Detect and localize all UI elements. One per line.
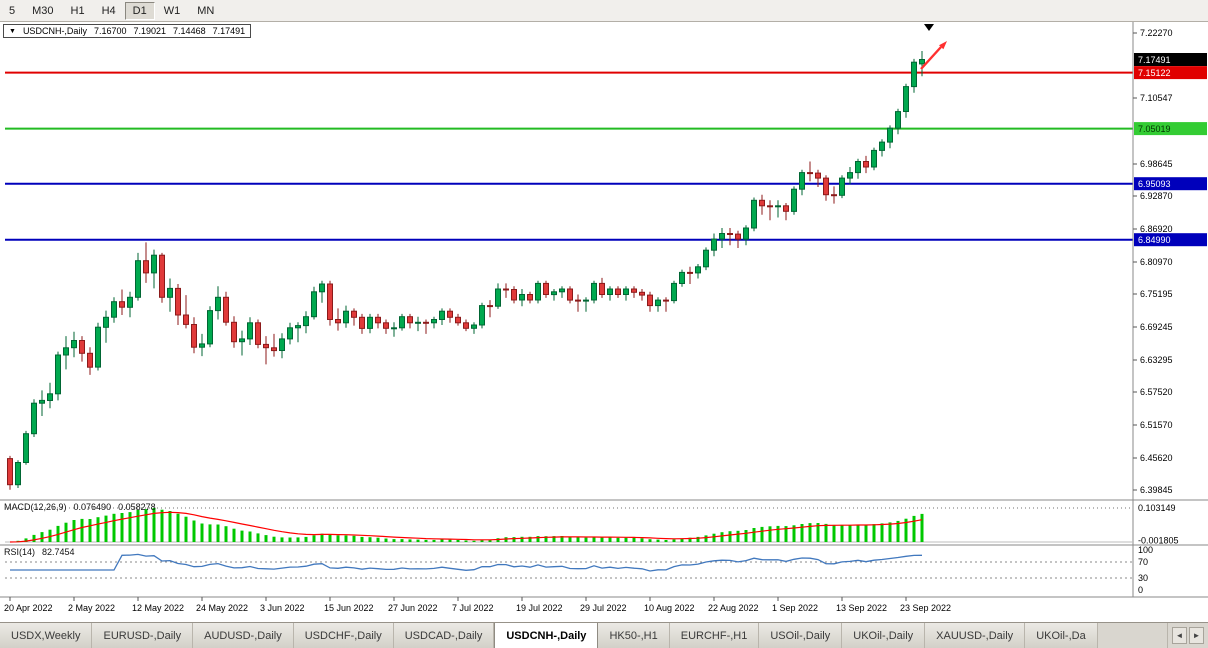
svg-text:6.75195: 6.75195 (1140, 289, 1173, 299)
svg-text:0.103149: 0.103149 (1138, 503, 1176, 513)
tab-eurchf-h1[interactable]: EURCHF-,H1 (669, 623, 760, 648)
svg-text:100: 100 (1138, 545, 1153, 555)
chart-holder[interactable]: 7.22270 7.10547 6.98645 6.92870 6.86920 6.809… (0, 22, 1208, 622)
tab-usoil-daily[interactable]: USOil-,Daily (759, 623, 843, 648)
svg-text:22 Aug 2022: 22 Aug 2022 (708, 603, 759, 613)
svg-text:29 Jul 2022: 29 Jul 2022 (580, 603, 627, 613)
macd-panel[interactable]: 0.103149 -0.001805 (5, 503, 1179, 546)
macd-label: MACD(12,26,9) 0.076490 0.058278 (4, 502, 156, 512)
trend-arrow-head (939, 41, 947, 50)
chart-canvas[interactable]: 7.22270 7.10547 6.98645 6.92870 6.86920 6.809… (0, 22, 1208, 622)
panel-separators (0, 22, 1208, 598)
chart-area: 7.22270 7.10547 6.98645 6.92870 6.86920 6.809… (0, 22, 1208, 622)
svg-text:6.84990: 6.84990 (1138, 235, 1171, 245)
svg-text:24 May 2022: 24 May 2022 (196, 603, 248, 613)
tab-usdchf-daily[interactable]: USDCHF-,Daily (293, 623, 394, 648)
svg-text:6.98645: 6.98645 (1140, 159, 1173, 169)
tab-usdcnh-daily[interactable]: USDCNH-,Daily (494, 623, 599, 648)
svg-text:20 Apr 2022: 20 Apr 2022 (4, 603, 53, 613)
tab-hk50-h1[interactable]: HK50-,H1 (598, 623, 670, 648)
svg-text:10 Aug 2022: 10 Aug 2022 (644, 603, 695, 613)
svg-text:23 Sep 2022: 23 Sep 2022 (900, 603, 951, 613)
svg-text:7.05019: 7.05019 (1138, 124, 1171, 134)
timeframe-m30[interactable]: M30 (32, 4, 54, 17)
rsi-panel[interactable]: 100 70 30 0 (5, 545, 1153, 595)
svg-text:6.69245: 6.69245 (1140, 322, 1173, 332)
svg-text:7.22270: 7.22270 (1140, 28, 1173, 38)
timeframe-5[interactable]: 5 (9, 4, 16, 17)
timeframe-h1[interactable]: H1 (70, 4, 85, 17)
tab-scroll-right-icon[interactable]: ► (1189, 627, 1204, 644)
rsi-label: RSI(14) 82.7454 (4, 547, 75, 557)
timeframe-mn[interactable]: MN (197, 4, 215, 17)
level-lines[interactable] (5, 71, 1133, 241)
top-marker-icon (924, 24, 934, 31)
svg-text:6.39845: 6.39845 (1140, 485, 1173, 495)
tab-scroll-left-icon[interactable]: ◄ (1172, 627, 1187, 644)
quote-header[interactable]: ▼ USDCNH-,Daily 7.16700 7.19021 7.14468 … (3, 24, 252, 38)
macd-value: 0.076490 (73, 502, 112, 512)
svg-text:30: 30 (1138, 573, 1148, 583)
tab-ukoil-da[interactable]: UKOil-,Da (1025, 623, 1098, 648)
svg-text:27 Jun 2022: 27 Jun 2022 (388, 603, 438, 613)
tab-bar: USDX,Weekly EURUSD-,Daily AUDUSD-,Daily USD… (0, 622, 1208, 648)
svg-text:7.17491: 7.17491 (1138, 55, 1171, 65)
tab-audusd-daily[interactable]: AUDUSD-,Daily (193, 623, 294, 648)
timeframe-toolbar: 5 M30 H1 H4 D1 W1 MN (0, 0, 1208, 22)
rsi-name: RSI(14) (4, 547, 36, 557)
rsi-value: 82.7454 (42, 547, 75, 557)
tab-eurusd-daily[interactable]: EURUSD-,Daily (92, 623, 194, 648)
quote-high: 7.19021 (133, 26, 167, 36)
chart-tabs: USDX,Weekly EURUSD-,Daily AUDUSD-,Daily USD… (0, 623, 1167, 648)
svg-text:6.86920: 6.86920 (1140, 224, 1173, 234)
svg-text:6.63295: 6.63295 (1140, 355, 1173, 365)
dropdown-triangle-icon[interactable]: ▼ (9, 27, 16, 35)
svg-text:13 Sep 2022: 13 Sep 2022 (836, 603, 887, 613)
tab-ukoil-daily[interactable]: UKOil-,Daily (842, 623, 926, 648)
tab-scroll-arrows: ◄ ► (1167, 623, 1208, 648)
svg-text:6.92870: 6.92870 (1140, 191, 1173, 201)
trend-arrow (920, 46, 942, 70)
macd-signal-value: 0.058278 (118, 502, 156, 512)
annotations[interactable] (920, 24, 947, 70)
quote-close: 7.17491 (212, 26, 246, 36)
svg-text:7.10547: 7.10547 (1140, 93, 1173, 103)
svg-text:0: 0 (1138, 585, 1143, 595)
price-axis[interactable]: 7.22270 7.10547 6.98645 6.92870 6.86920 6.809… (1133, 28, 1207, 495)
svg-text:6.45620: 6.45620 (1140, 453, 1173, 463)
svg-text:19 Jul 2022: 19 Jul 2022 (516, 603, 563, 613)
svg-text:3 Jun 2022: 3 Jun 2022 (260, 603, 305, 613)
tab-usdcad-daily[interactable]: USDCAD-,Daily (393, 623, 495, 648)
svg-text:2 May 2022: 2 May 2022 (68, 603, 115, 613)
date-axis[interactable]: 20 Apr 2022 2 May 2022 12 May 2022 24 May 2… (4, 597, 951, 613)
svg-text:7.15122: 7.15122 (1138, 68, 1171, 78)
svg-text:7 Jul 2022: 7 Jul 2022 (452, 603, 494, 613)
svg-text:6.57520: 6.57520 (1140, 387, 1173, 397)
svg-text:6.80970: 6.80970 (1140, 257, 1173, 267)
timeframe-d1[interactable]: D1 (124, 1, 155, 20)
svg-text:1 Sep 2022: 1 Sep 2022 (772, 603, 818, 613)
svg-text:6.51570: 6.51570 (1140, 420, 1173, 430)
svg-text:6.95093: 6.95093 (1138, 179, 1171, 189)
svg-text:-0.001805: -0.001805 (1138, 536, 1179, 546)
quote-low: 7.14468 (173, 26, 206, 36)
macd-name: MACD(12,26,9) (4, 502, 67, 512)
quote-open: 7.16700 (93, 26, 127, 36)
timeframe-h4[interactable]: H4 (101, 4, 116, 17)
svg-text:70: 70 (1138, 557, 1148, 567)
candlestick-layer[interactable] (7, 51, 925, 490)
tab-usdx-weekly[interactable]: USDX,Weekly (0, 623, 93, 648)
svg-text:12 May 2022: 12 May 2022 (132, 603, 184, 613)
svg-text:15 Jun 2022: 15 Jun 2022 (324, 603, 374, 613)
timeframe-w1[interactable]: W1 (163, 4, 181, 17)
tab-xauusd-daily[interactable]: XAUUSD-,Daily (925, 623, 1026, 648)
quote-symbol: USDCNH-,Daily (22, 26, 87, 36)
